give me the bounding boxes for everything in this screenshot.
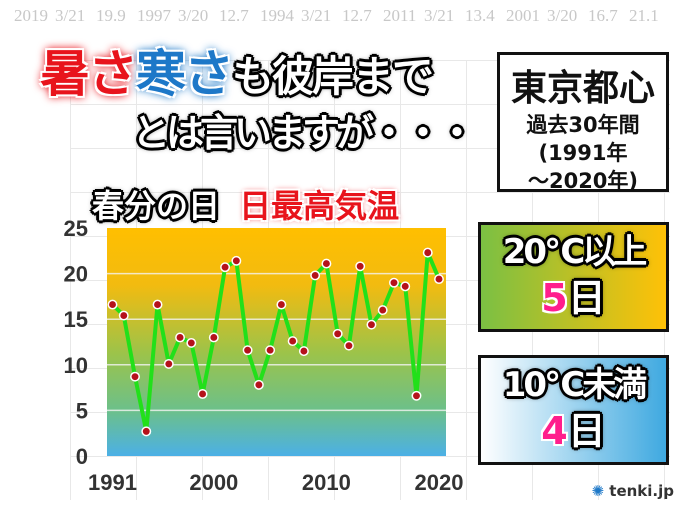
stat-cold-label: 10℃未満: [502, 365, 648, 405]
stat-cold-box: 10℃未満 4日: [478, 355, 669, 465]
headline-line2: とは言いますが・・・: [132, 111, 476, 155]
location-box: 東京都心 過去30年間 (1991年 ～2020年): [497, 52, 669, 193]
background-table-cell: 2001: [506, 6, 540, 25]
stat-cold-count: 4: [541, 409, 568, 453]
x-tick-label: 2010: [302, 470, 351, 495]
stat-hot-count: 5: [541, 276, 568, 320]
background-table-cell: 12.7: [219, 6, 249, 25]
data-point-2020: [434, 274, 444, 285]
background-table-cell: 16.7: [588, 6, 618, 25]
background-table-cell: 3/20: [547, 6, 578, 25]
y-tick-label: 25: [64, 216, 88, 241]
data-point-2009: [310, 270, 321, 281]
location-title: 東京都心: [510, 68, 655, 109]
data-point-2003: [242, 345, 253, 356]
period-line3: ～2020年): [527, 169, 639, 193]
stat-cold-unit: 日: [567, 409, 606, 453]
background-table-cell: 21.1: [629, 6, 659, 25]
data-point-2005: [265, 345, 276, 356]
data-point-1999: [197, 389, 208, 399]
background-table-cell: 3/21: [55, 6, 86, 25]
background-table-cell: 1997: [137, 6, 171, 25]
y-tick-label: 5: [76, 398, 88, 423]
data-point-2013: [355, 261, 366, 272]
data-point-2015: [377, 305, 388, 316]
data-point-1992: [118, 310, 129, 321]
data-point-2012: [343, 340, 354, 351]
data-point-1998: [186, 337, 197, 348]
background-table-cell: 3/21: [301, 6, 332, 25]
data-point-2000: [208, 332, 219, 343]
headline-cold: 寒さ: [136, 45, 234, 103]
background-table-cell: 3/20: [178, 6, 209, 25]
data-point-1996: [163, 358, 174, 369]
plot-area: [107, 228, 446, 456]
data-point-2018: [411, 390, 422, 401]
data-point-2019: [422, 247, 433, 258]
data-point-1993: [130, 371, 140, 382]
subtitle-metric: 日最高気温: [239, 187, 400, 225]
data-point-2006: [276, 299, 287, 310]
data-point-2004: [253, 379, 264, 390]
background-table-cell: 1994: [260, 6, 294, 25]
background-table-cell: 12.7: [342, 6, 372, 25]
background-table-cell: 2011: [383, 6, 417, 25]
data-point-1994: [141, 426, 152, 437]
data-point-1997: [175, 332, 186, 343]
data-point-1995: [152, 299, 163, 310]
period-line1: 過去30年間: [526, 113, 640, 137]
y-tick-label: 20: [64, 262, 88, 287]
period-line2: (1991年: [538, 141, 628, 165]
data-point-2008: [298, 346, 309, 357]
logo-text: tenki.jp: [609, 482, 674, 500]
subtitle-date: 春分の日: [92, 187, 221, 225]
headline-rest: も彼岸まで: [232, 52, 434, 101]
background-table-cell: 19.9: [96, 6, 126, 25]
stat-hot-box: 20℃以上 5日: [478, 222, 669, 332]
y-tick-label: 10: [64, 353, 88, 378]
x-tick-label: 2020: [415, 470, 464, 495]
background-table-cell: 13.4: [465, 6, 495, 25]
data-point-2010: [321, 258, 332, 269]
data-point-2011: [332, 328, 343, 339]
data-point-2007: [287, 336, 298, 347]
stat-hot-unit: 日: [567, 276, 606, 320]
data-point-1991: [107, 299, 118, 310]
data-point-2014: [366, 319, 377, 330]
background-table-cell: 3/21: [424, 6, 455, 25]
data-point-2017: [400, 281, 411, 292]
headline-hot: 暑さ: [40, 45, 138, 103]
y-tick-label: 15: [64, 307, 88, 332]
data-point-2002: [231, 255, 242, 266]
background-table-cell: 2019: [14, 6, 48, 25]
data-point-2001: [220, 262, 231, 273]
headline-line1: 暑さ寒さも彼岸まで: [40, 34, 434, 106]
chart-subtitle: 春分の日 日最高気温: [92, 181, 399, 227]
tenki-logo: ✺ tenki.jp: [591, 482, 674, 500]
x-tick-label: 1991: [88, 470, 137, 495]
stat-hot-label: 20℃以上: [502, 232, 648, 272]
y-tick-label: 0: [76, 444, 88, 469]
data-point-2016: [389, 277, 399, 288]
x-tick-label: 2000: [189, 470, 238, 495]
logo-icon: ✺: [591, 482, 605, 500]
